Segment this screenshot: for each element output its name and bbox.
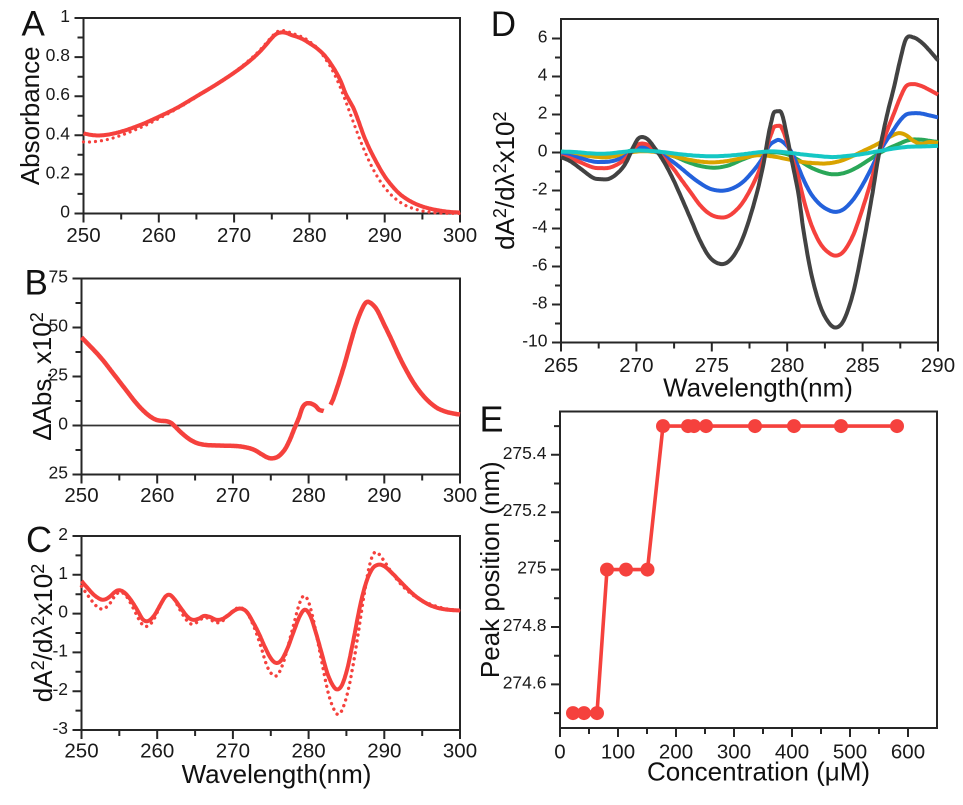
- svg-text:B: B: [25, 264, 48, 303]
- svg-text:270: 270: [619, 354, 653, 377]
- svg-text:275: 275: [695, 354, 729, 377]
- svg-text:Absorbance: Absorbance: [15, 46, 45, 185]
- svg-text:270: 270: [217, 224, 251, 247]
- svg-text:4: 4: [538, 65, 548, 85]
- svg-text:290: 290: [367, 740, 401, 763]
- svg-text:-2: -2: [532, 179, 548, 199]
- svg-text:Wavelength(nm): Wavelength(nm): [663, 373, 853, 403]
- svg-text:0: 0: [58, 414, 68, 434]
- svg-text:300: 300: [443, 484, 477, 507]
- svg-text:ΔAbs. x102: ΔAbs. x102: [27, 312, 57, 441]
- svg-text:1: 1: [60, 6, 70, 26]
- svg-text:0: 0: [538, 141, 548, 161]
- svg-text:260: 260: [140, 740, 174, 763]
- svg-text:2: 2: [538, 103, 548, 123]
- svg-text:-2: -2: [52, 679, 68, 699]
- svg-text:280: 280: [291, 484, 325, 507]
- svg-text:274.8: 274.8: [503, 615, 547, 635]
- svg-text:300: 300: [443, 224, 477, 247]
- svg-text:1: 1: [58, 563, 68, 583]
- svg-text:dA2/dλ2x102: dA2/dλ2x102: [490, 111, 520, 249]
- svg-text:265: 265: [544, 354, 578, 377]
- svg-text:270: 270: [216, 484, 250, 507]
- svg-text:-10: -10: [522, 331, 548, 351]
- svg-text:200: 200: [659, 741, 693, 764]
- svg-text:0.4: 0.4: [46, 123, 71, 143]
- svg-text:275.2: 275.2: [503, 500, 547, 520]
- svg-text:300: 300: [717, 741, 751, 764]
- svg-text:50: 50: [49, 316, 69, 336]
- svg-text:25: 25: [49, 463, 68, 483]
- svg-text:250: 250: [64, 740, 98, 763]
- svg-text:0: 0: [58, 602, 68, 622]
- svg-text:270: 270: [216, 740, 250, 763]
- svg-text:Peak position (nm): Peak position (nm): [475, 461, 505, 678]
- svg-text:E: E: [480, 399, 504, 440]
- svg-text:-3: -3: [52, 718, 68, 738]
- svg-text:2: 2: [58, 524, 68, 544]
- svg-text:300: 300: [443, 740, 477, 763]
- svg-text:A: A: [22, 4, 46, 43]
- svg-text:250: 250: [64, 484, 98, 507]
- svg-text:280: 280: [770, 354, 804, 377]
- svg-text:400: 400: [775, 741, 809, 764]
- svg-text:Wavelength(nm): Wavelength(nm): [182, 759, 372, 789]
- svg-text:500: 500: [833, 741, 867, 764]
- svg-text:6: 6: [538, 27, 548, 47]
- svg-text:0.8: 0.8: [46, 45, 70, 65]
- svg-text:290: 290: [921, 354, 955, 377]
- svg-text:280: 280: [292, 224, 326, 247]
- svg-text:290: 290: [367, 484, 401, 507]
- svg-text:280: 280: [291, 740, 325, 763]
- svg-text:Concentration (μM): Concentration (μM): [647, 757, 870, 787]
- svg-text:-4: -4: [532, 217, 548, 237]
- svg-text:25: 25: [49, 365, 68, 385]
- svg-text:C: C: [26, 519, 52, 560]
- svg-text:260: 260: [140, 484, 174, 507]
- svg-text:-6: -6: [532, 255, 548, 275]
- svg-text:D: D: [491, 5, 516, 44]
- svg-text:75: 75: [49, 267, 68, 287]
- svg-text:100: 100: [601, 741, 635, 764]
- svg-text:0: 0: [60, 202, 70, 222]
- svg-text:0: 0: [554, 741, 565, 764]
- svg-text:0.6: 0.6: [46, 84, 70, 104]
- svg-text:285: 285: [845, 354, 879, 377]
- svg-text:290: 290: [368, 224, 402, 247]
- svg-text:275: 275: [517, 558, 546, 578]
- svg-text:-1: -1: [52, 640, 68, 660]
- svg-text:600: 600: [891, 741, 925, 764]
- svg-text:275.4: 275.4: [503, 443, 547, 463]
- svg-text:dA2/dλ2x102: dA2/dλ2x102: [28, 564, 58, 702]
- svg-text:260: 260: [142, 224, 176, 247]
- svg-text:-8: -8: [532, 293, 548, 313]
- svg-text:0.2: 0.2: [46, 162, 70, 182]
- svg-text:274.6: 274.6: [503, 672, 547, 692]
- svg-text:250: 250: [66, 224, 100, 247]
